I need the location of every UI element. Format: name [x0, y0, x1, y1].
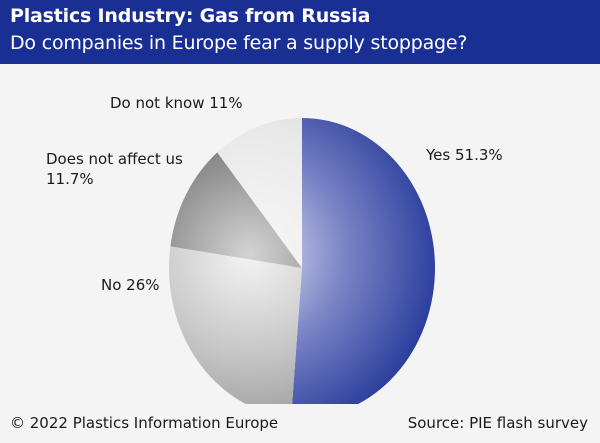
chart-subtitle: Do companies in Europe fear a supply sto…: [10, 32, 468, 54]
chart-title: Plastics Industry: Gas from Russia: [10, 5, 371, 27]
pie-slice-dontknow: [217, 118, 302, 268]
slice-label-yes: Yes 51.3%: [425, 146, 503, 164]
pie-slice-affect: [170, 152, 302, 268]
copyright-text: © 2022 Plastics Information Europe: [10, 414, 279, 432]
pie-slice-no: [169, 246, 302, 404]
pie-chart: Yes 51.3% No 26% Does not affect us 11.7% Do…: [46, 94, 503, 404]
source-text: Source: PIE flash survey: [407, 414, 588, 432]
chart-header: Plastics Industry: Gas from Russia Do co…: [0, 0, 600, 64]
slice-label-no: No 26%: [101, 276, 160, 294]
pie-slice-yes: [292, 118, 435, 404]
slice-label-dontknow: Do not know 11%: [110, 94, 243, 112]
slice-label-affect: Does not affect us 11.7%: [46, 150, 183, 188]
